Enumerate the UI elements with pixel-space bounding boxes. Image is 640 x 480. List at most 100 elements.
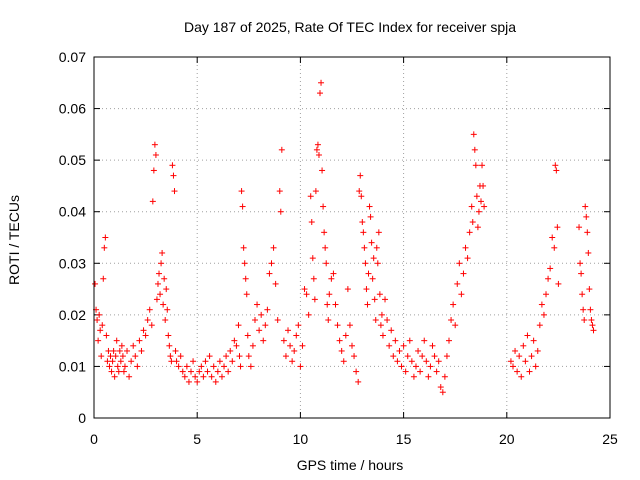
data-point (375, 229, 382, 236)
data-point (240, 244, 247, 251)
data-point (307, 193, 314, 200)
data-point (431, 353, 438, 360)
data-point (460, 270, 467, 277)
data-point (507, 358, 514, 365)
data-point (589, 322, 596, 329)
data-point (116, 347, 123, 354)
data-point (177, 353, 184, 360)
data-point (308, 219, 315, 226)
data-point (114, 363, 121, 370)
data-point (171, 188, 178, 195)
data-point (336, 337, 343, 344)
data-point (249, 342, 256, 349)
data-point (185, 378, 192, 385)
data-point (144, 317, 151, 324)
data-point (264, 306, 271, 313)
data-point (225, 368, 232, 375)
data-point (92, 280, 99, 287)
data-point (321, 229, 328, 236)
data-point (194, 378, 201, 385)
data-point (379, 332, 386, 339)
data-point (175, 363, 182, 370)
data-point (233, 342, 240, 349)
data-point (254, 301, 261, 308)
data-point (216, 358, 223, 365)
data-point (362, 260, 369, 267)
data-point (192, 373, 199, 380)
data-point (161, 275, 168, 282)
x-tick-label: 20 (499, 431, 515, 447)
data-point (450, 301, 457, 308)
data-point (588, 317, 595, 324)
data-point (151, 141, 158, 148)
data-point (522, 358, 529, 365)
data-point (520, 342, 527, 349)
data-point (378, 311, 385, 318)
data-point (102, 234, 109, 241)
data-point (577, 260, 584, 267)
data-point (355, 378, 362, 385)
data-point (315, 151, 322, 158)
data-point (260, 337, 267, 344)
data-point (470, 131, 477, 138)
data-point (103, 332, 110, 339)
data-point (317, 90, 324, 97)
data-point (266, 270, 273, 277)
data-point (112, 353, 119, 360)
data-point (545, 275, 552, 282)
x-axis-label: GPS time / hours (297, 457, 404, 473)
data-point (165, 332, 172, 339)
data-point (183, 363, 190, 370)
chart-title: Day 187 of 2025, Rate Of TEC Index for r… (184, 19, 516, 35)
data-point (166, 342, 173, 349)
data-point (423, 358, 430, 365)
data-point (278, 146, 285, 153)
data-point (581, 317, 588, 324)
data-point (396, 347, 403, 354)
data-point (330, 270, 337, 277)
data-point (364, 301, 371, 308)
data-point (237, 363, 244, 370)
data-point (435, 358, 442, 365)
data-point (208, 373, 215, 380)
data-point (360, 229, 367, 236)
data-point (138, 347, 145, 354)
data-point (357, 172, 364, 179)
data-point (121, 363, 128, 370)
data-point (301, 286, 308, 293)
data-point (474, 224, 481, 231)
data-point (277, 208, 284, 215)
data-point (439, 389, 446, 396)
data-point (552, 162, 559, 169)
data-point (188, 368, 195, 375)
data-point (443, 353, 450, 360)
data-point (472, 162, 479, 169)
data-point (421, 337, 428, 344)
y-axis-label: ROTI / TECUs (6, 195, 22, 285)
data-point (285, 327, 292, 334)
data-point (433, 368, 440, 375)
data-point (196, 368, 203, 375)
data-point (512, 347, 519, 354)
data-point (369, 275, 376, 282)
data-point (160, 301, 167, 308)
data-point (268, 260, 275, 267)
data-point (448, 317, 455, 324)
data-point (376, 291, 383, 298)
data-point (540, 311, 547, 318)
data-point (388, 327, 395, 334)
x-tick-label: 0 (90, 431, 98, 447)
data-point (464, 255, 471, 262)
data-point (98, 353, 105, 360)
data-point (276, 188, 283, 195)
data-point (312, 188, 319, 195)
data-point (555, 280, 562, 287)
data-point (373, 244, 380, 251)
data-point (452, 322, 459, 329)
data-point (468, 203, 475, 210)
data-point (318, 79, 325, 86)
data-point (417, 368, 424, 375)
data-point (110, 347, 117, 354)
data-point (524, 332, 531, 339)
